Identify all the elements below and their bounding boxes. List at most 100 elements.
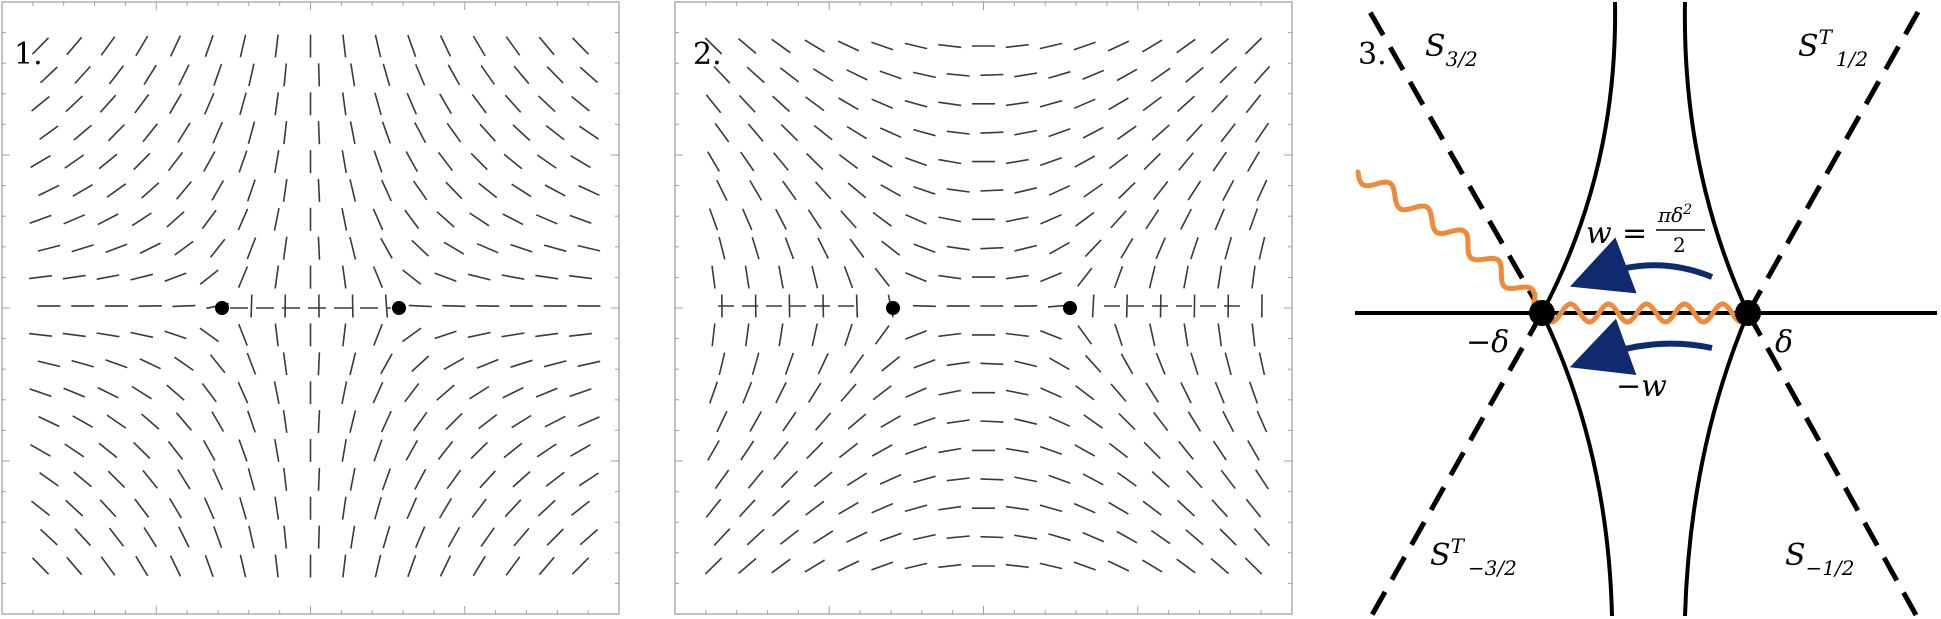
field-dash: [30, 444, 51, 457]
field-dash: [578, 125, 599, 140]
field-dash: [1222, 179, 1235, 201]
field-dash: [105, 243, 128, 254]
field-dash: [99, 499, 117, 518]
field-dash: [203, 92, 215, 115]
field-dash: [133, 441, 151, 460]
field-dash: [480, 64, 495, 85]
field-dash: [439, 35, 452, 57]
field-dash: [479, 470, 496, 489]
field-dash: [980, 73, 1004, 77]
left-branch-point: [1529, 300, 1555, 326]
field-dash: [946, 477, 970, 482]
field-dash: [838, 97, 859, 111]
field-dash: [1048, 70, 1071, 79]
field-dash: [142, 469, 159, 489]
field-dash: [1082, 473, 1104, 486]
field-dash: [467, 273, 491, 281]
field-dash: [445, 412, 463, 431]
field-dash: [1212, 151, 1227, 172]
field-dash: [39, 472, 59, 487]
field-dash: [813, 124, 833, 141]
field-dash: [239, 92, 247, 116]
field-dash: [374, 92, 382, 116]
field-dash: [239, 496, 247, 520]
field-dash: [1116, 530, 1138, 544]
field-dash: [1014, 129, 1038, 136]
field-dash: [374, 34, 382, 58]
field-dash: [1077, 325, 1093, 345]
field-dash: [1039, 562, 1063, 570]
field-dash: [578, 184, 600, 197]
field-dash: [478, 413, 498, 430]
field-dash: [350, 63, 356, 87]
field-dash: [871, 41, 894, 51]
field-dash: [1014, 72, 1038, 78]
field-dash: [544, 415, 566, 428]
field-dash: [938, 332, 962, 338]
field-dash: [1039, 504, 1063, 513]
field-dash: [164, 330, 187, 340]
field-dash: [782, 180, 797, 201]
field-dash: [537, 499, 556, 517]
field-dash: [99, 94, 117, 113]
field-dash: [1219, 528, 1237, 546]
field-dash: [106, 414, 127, 429]
field-dash: [134, 94, 150, 114]
field-dash: [1152, 180, 1169, 200]
field-dash: [711, 265, 716, 289]
field-dash: [737, 37, 757, 55]
field-dash: [579, 66, 599, 84]
field-dash: [476, 358, 499, 369]
field-dash: [175, 412, 193, 431]
field-dash: [239, 554, 247, 578]
field-dash: [838, 153, 859, 170]
field-dash: [446, 122, 462, 143]
field-dash: [1048, 416, 1071, 428]
field-dash: [40, 66, 58, 84]
upper-arrow-denominator: 2: [1673, 233, 1686, 257]
field-dash: [442, 304, 466, 308]
field-dash: [847, 182, 867, 199]
field-dash: [1210, 557, 1230, 575]
field-dash: [349, 236, 357, 260]
field-dash: [1005, 158, 1029, 165]
field-dash: [1077, 267, 1093, 287]
field-dash: [843, 266, 854, 289]
field-dash: [1049, 241, 1070, 255]
field-dash: [341, 265, 347, 289]
field-dash: [202, 440, 216, 461]
field-dash: [812, 68, 834, 82]
field-dash: [1091, 294, 1095, 318]
field-dash: [341, 150, 347, 174]
field-dash: [373, 439, 383, 462]
field-dash: [1142, 500, 1162, 516]
field-dash: [1253, 65, 1271, 85]
field-dash: [1118, 181, 1136, 200]
field-dash: [341, 496, 347, 520]
field-dash: [199, 269, 219, 285]
field-dash: [1256, 179, 1268, 202]
field-dash: [1190, 237, 1199, 260]
field-dash: [505, 556, 521, 576]
field-dash: [1114, 323, 1123, 347]
field-dash: [771, 95, 791, 113]
field-dash: [1251, 265, 1256, 289]
field-dash: [881, 355, 901, 372]
field-dash: [317, 410, 321, 434]
field-dash: [434, 272, 457, 282]
field-dash: [211, 180, 225, 201]
field-dash: [414, 122, 427, 144]
field-dash: [569, 388, 592, 398]
panel-3: 3. S3/2 ST1/2 ST−3/2 S−1/2 −δ δ w = πδ2 …: [1355, 1, 1937, 617]
field-dash: [341, 381, 348, 405]
field-dash: [139, 242, 161, 255]
field-dash: [201, 383, 217, 403]
field-dash: [771, 38, 791, 54]
field-dash: [283, 121, 288, 145]
field-dash: [1214, 381, 1225, 404]
sector-label-top-left: S3/2: [1425, 29, 1478, 71]
field-dash: [274, 265, 280, 289]
field-dash: [871, 155, 893, 168]
field-dash: [436, 211, 455, 228]
field-dash: [1108, 97, 1129, 111]
